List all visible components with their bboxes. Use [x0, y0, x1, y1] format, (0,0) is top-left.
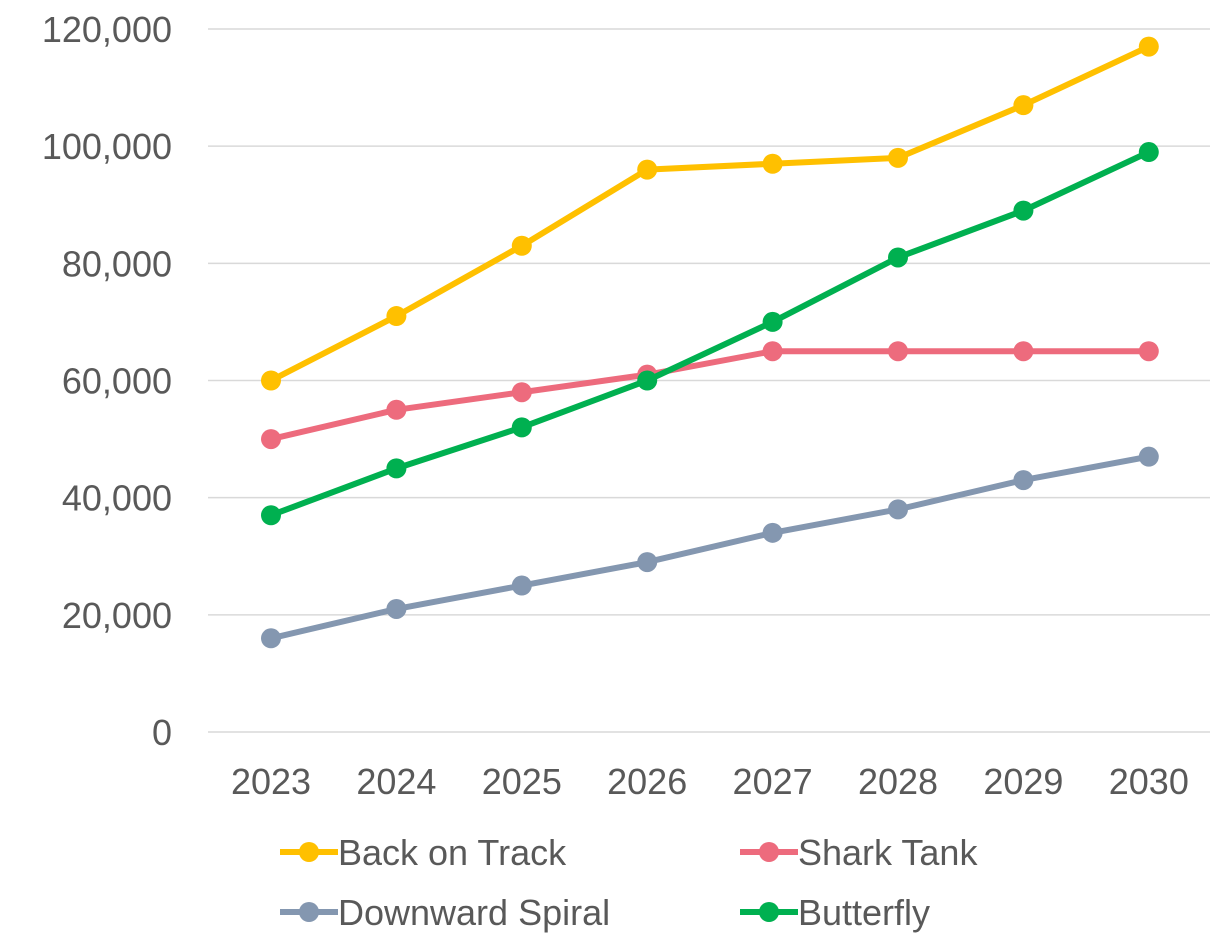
- series-downward-spiral: [261, 446, 1159, 649]
- series-line-shark-tank: [268, 348, 1152, 443]
- data-point-shark-tank: [511, 382, 532, 403]
- x-tick-label: 2028: [858, 761, 938, 802]
- series-line-back-on-track: [268, 43, 1152, 384]
- y-tick-label: 80,000: [62, 243, 172, 284]
- y-tick-label: 0: [152, 712, 172, 753]
- legend-item-downward-spiral: Downward Spiral: [280, 892, 610, 933]
- data-point-downward-spiral: [1013, 470, 1034, 491]
- data-point-shark-tank: [762, 341, 783, 362]
- data-point-butterfly: [511, 417, 532, 438]
- series-shark-tank: [261, 341, 1159, 450]
- legend-label: Butterfly: [798, 892, 930, 933]
- legend-swatch-marker: [299, 902, 319, 922]
- y-tick-label: 120,000: [42, 9, 172, 50]
- data-point-butterfly: [386, 458, 407, 479]
- data-point-downward-spiral: [511, 575, 532, 596]
- data-point-back-on-track: [1013, 95, 1034, 116]
- data-point-butterfly: [261, 505, 281, 526]
- data-point-butterfly: [637, 370, 658, 391]
- y-axis-ticks: 0 20,000 40,000 60,000 80,000 100,000 120,000: [42, 9, 172, 753]
- x-tick-label: 2029: [983, 761, 1063, 802]
- data-point-back-on-track: [1138, 36, 1159, 57]
- data-point-shark-tank: [261, 429, 281, 450]
- x-axis-ticks: 2023 2024 2025 2026 2027 2028 2029 2030: [231, 761, 1189, 802]
- legend-swatch-marker: [759, 842, 779, 862]
- data-point-shark-tank: [1013, 341, 1034, 362]
- legend-swatch-marker: [759, 902, 779, 922]
- x-tick-label: 2030: [1109, 761, 1189, 802]
- x-tick-label: 2026: [607, 761, 687, 802]
- series-group: [261, 36, 1159, 649]
- data-point-shark-tank: [386, 399, 407, 420]
- data-point-downward-spiral: [637, 552, 658, 573]
- legend-item-butterfly: Butterfly: [740, 892, 930, 933]
- legend-item-back-on-track: Back on Track: [280, 832, 567, 873]
- data-point-back-on-track: [762, 153, 783, 174]
- data-point-shark-tank: [888, 341, 908, 362]
- gridlines: [208, 28, 1210, 733]
- x-tick-label: 2025: [482, 761, 562, 802]
- legend-item-shark-tank: Shark Tank: [740, 832, 978, 873]
- y-tick-label: 60,000: [62, 361, 172, 402]
- data-point-back-on-track: [386, 306, 407, 327]
- y-tick-label: 40,000: [62, 478, 172, 519]
- data-point-shark-tank: [1138, 341, 1159, 362]
- data-point-downward-spiral: [762, 522, 783, 543]
- series-line-butterfly: [268, 149, 1152, 519]
- legend: Back on Track Shark Tank Downward Spiral Bu…: [280, 832, 978, 933]
- x-tick-label: 2023: [231, 761, 311, 802]
- x-tick-label: 2024: [356, 761, 436, 802]
- series-butterfly: [261, 142, 1159, 526]
- data-point-back-on-track: [261, 370, 281, 391]
- y-tick-label: 100,000: [42, 126, 172, 167]
- data-point-butterfly: [762, 311, 783, 332]
- data-point-back-on-track: [637, 159, 658, 180]
- series-line-downward-spiral: [268, 453, 1152, 642]
- data-point-downward-spiral: [888, 499, 908, 520]
- y-tick-label: 20,000: [62, 595, 172, 636]
- data-point-back-on-track: [888, 147, 908, 168]
- legend-label: Back on Track: [338, 832, 567, 873]
- data-point-downward-spiral: [1138, 446, 1159, 467]
- legend-label: Downward Spiral: [338, 892, 610, 933]
- data-point-butterfly: [888, 247, 908, 268]
- x-tick-label: 2027: [733, 761, 813, 802]
- legend-swatch-marker: [299, 842, 319, 862]
- data-point-back-on-track: [511, 235, 532, 256]
- legend-label: Shark Tank: [798, 832, 978, 873]
- data-point-butterfly: [1013, 200, 1034, 221]
- data-point-downward-spiral: [386, 598, 407, 619]
- data-point-butterfly: [1138, 142, 1159, 163]
- series-back-on-track: [261, 36, 1159, 391]
- data-point-downward-spiral: [261, 628, 281, 649]
